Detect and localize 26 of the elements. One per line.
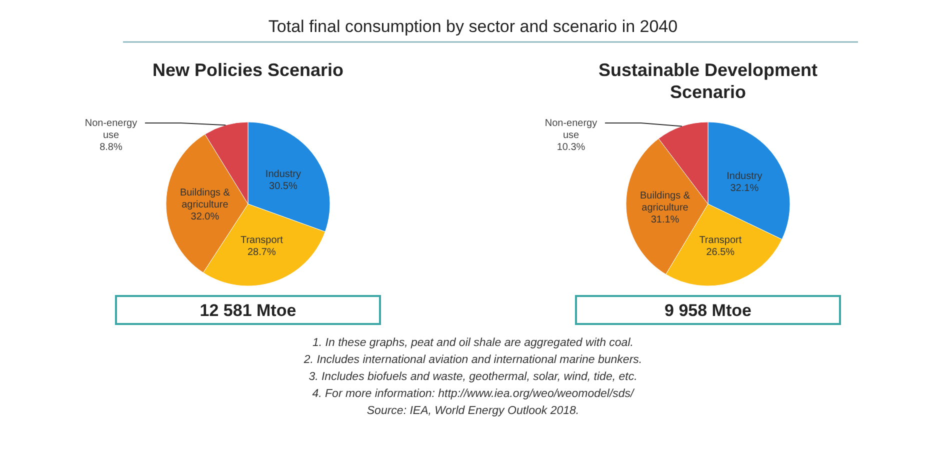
slice-label: Buildings & agriculture [180,187,230,210]
slice-label: Industry [726,171,762,182]
chart-title: Sustainable Development Scenario [598,60,818,102]
data-label: 31.1% [650,214,680,226]
data-label: 30.5% [269,181,298,192]
text: 1. In these graphs, peat and oil shale are aggregated with coal. [312,337,634,349]
text: 9 958 Mtoe [664,301,752,320]
data-label: 28.7% [248,246,276,258]
slice-label: Non-energy use [544,118,598,141]
chart-subtitle: New Policies Scenario [152,60,344,80]
data-label: 32.0% [190,211,220,222]
text: 2. Includes international aviation and international marine bunkers. [302,354,642,366]
slice-label: Non-energy use [84,118,138,141]
slice-label: Transport [699,235,742,246]
slice-label: Buildings & agriculture [640,190,690,214]
source-note: Source: IEA, World Energy Outlook 2018. [366,405,580,417]
text: 3. Includes biofuels and waste, geothermal, solar, wind, tide, etc. [308,371,638,383]
data-label: 32.1% [730,183,759,194]
slice-label: Industry [265,169,302,180]
text: Total final consumption by sector and scenario in 2040 [268,17,678,36]
slice-label: Transport [240,234,284,246]
data-label: 26.5% [706,247,735,258]
text: 12 581 Mtoe [200,301,296,320]
data-label: 10.3% [556,142,586,153]
data-label: 8.8% [100,142,123,153]
text: 4. For more information: http://www.iea.org/weo/weomodel/sds/ [312,388,636,400]
